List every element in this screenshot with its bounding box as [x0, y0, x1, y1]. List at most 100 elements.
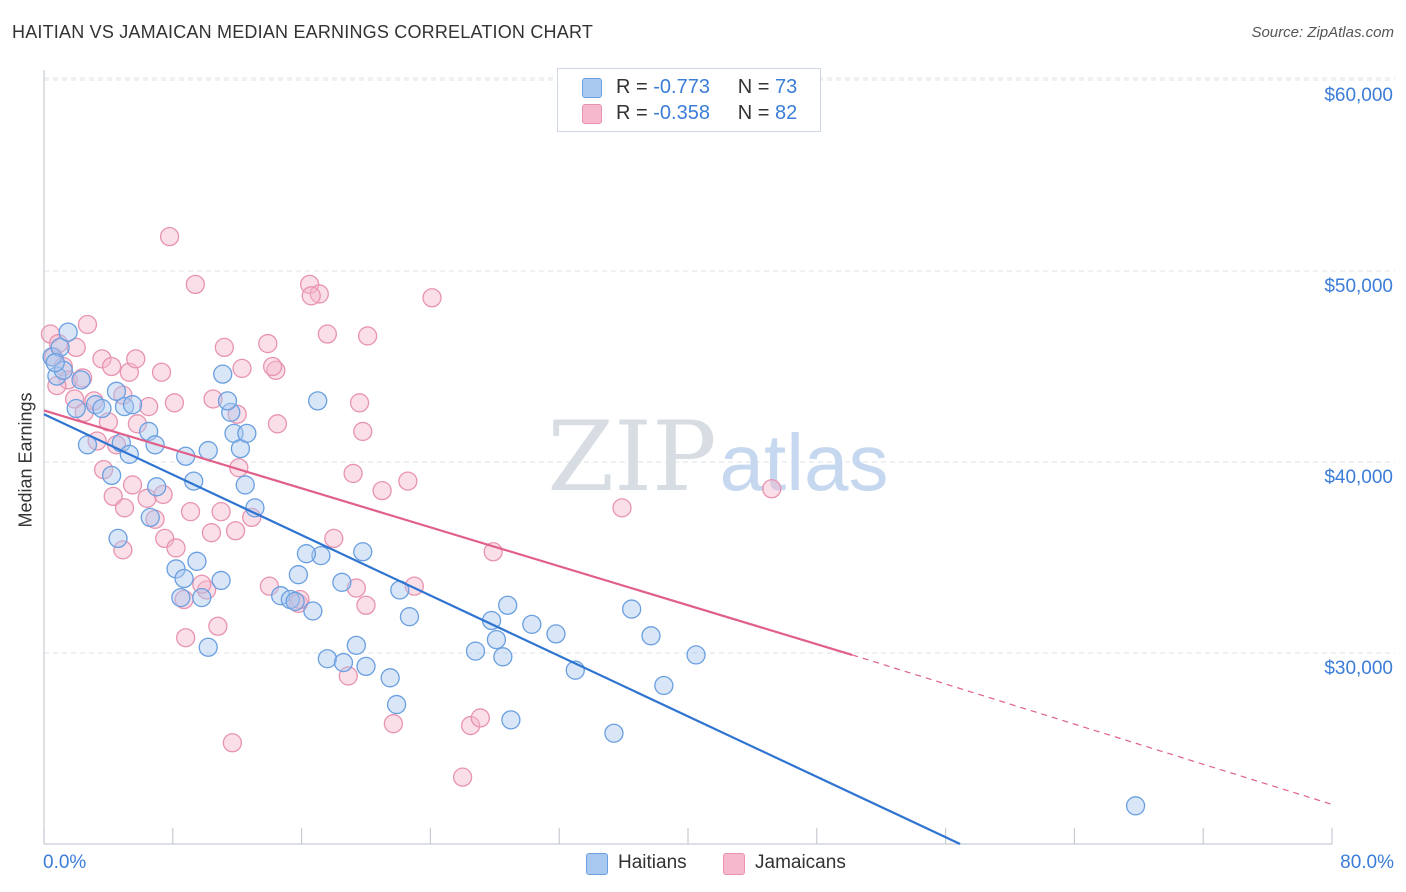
haitians-swatch	[582, 78, 602, 98]
jamaicans-point	[114, 498, 135, 518]
y-tick-label: $30,000	[1324, 658, 1393, 679]
jamaicans-point	[138, 396, 159, 417]
jamaicans-point	[101, 356, 122, 377]
x-tick-label-max: 80.0%	[1340, 852, 1394, 873]
n-value: 82	[775, 102, 798, 124]
haitians-point	[285, 591, 305, 612]
jamaicans-trend-extension	[852, 654, 1331, 805]
haitians-point	[45, 353, 65, 373]
jamaicans-point	[77, 314, 98, 335]
jamaicans-point	[349, 393, 370, 413]
jamaicans-point	[185, 274, 205, 295]
haitians-point	[296, 544, 317, 564]
jamaicans-point	[324, 528, 344, 549]
legend-label: Jamaicans	[755, 852, 846, 873]
jamaicans-point	[225, 521, 246, 541]
haitians-point	[217, 391, 238, 411]
watermark: ZIP atlas	[547, 401, 888, 513]
jamaicans-point	[309, 284, 329, 304]
haitians-point	[211, 570, 231, 591]
jamaicans-point	[122, 475, 143, 495]
jamaicans-point	[356, 595, 376, 615]
jamaicans-point	[258, 333, 278, 354]
jamaicans-point	[208, 616, 228, 636]
r-label: R =	[616, 76, 648, 98]
haitians-point	[1125, 796, 1146, 816]
jamaicans-point	[301, 286, 321, 306]
trend-lines	[43, 409, 1331, 845]
jamaicans-point	[267, 414, 288, 434]
haitians-point	[50, 337, 70, 358]
haitians-point	[332, 572, 352, 592]
jamaicans-trend-line	[43, 409, 853, 656]
y-tick-label: $40,000	[1324, 467, 1393, 488]
jamaicans-point	[176, 628, 196, 648]
haitians-point	[622, 599, 642, 619]
haitians-point	[58, 322, 78, 342]
haitians-point	[288, 565, 309, 585]
haitians-point	[486, 629, 507, 650]
jamaicans-point	[452, 767, 473, 787]
axes	[43, 70, 1333, 845]
haitians-point	[171, 587, 191, 608]
r-value: -0.358	[653, 102, 710, 124]
jamaicans-swatch	[723, 853, 745, 875]
haitians-point	[66, 398, 86, 419]
jamaicans-point	[201, 523, 222, 543]
haitians-point	[604, 723, 624, 743]
jamaicans-point	[346, 578, 366, 598]
haitians-point	[493, 647, 513, 667]
haitians-point	[303, 601, 323, 621]
haitians-point	[198, 440, 218, 461]
watermark-zip: ZIP	[547, 401, 716, 513]
jamaicans-point	[343, 463, 363, 484]
haitians-point	[198, 637, 218, 657]
haitians-point	[71, 370, 91, 390]
jamaicans-point	[211, 502, 231, 522]
haitians-point	[308, 391, 328, 411]
jamaicans-point	[151, 362, 172, 382]
x-tick-label-min: 0.0%	[43, 852, 87, 873]
jamaicans-point	[113, 540, 133, 560]
haitians-point	[641, 626, 661, 646]
haitians-point	[140, 507, 160, 528]
haitians-point	[356, 656, 376, 677]
haitians-point	[101, 465, 122, 486]
haitians-point	[465, 641, 486, 661]
jamaicans-point	[203, 389, 223, 409]
haitians-point	[654, 675, 674, 696]
haitians-point	[498, 595, 518, 615]
haitians-point	[187, 551, 207, 571]
jamaicans-point	[66, 337, 86, 358]
jamaicans-point	[353, 421, 373, 442]
jamaicans-point	[357, 326, 378, 346]
source-note: Source: ZipAtlas.com	[1251, 24, 1394, 41]
haitians-point	[192, 587, 212, 608]
jamaicans-point	[153, 484, 173, 505]
chart-title: HAITIAN VS JAMAICAN MEDIAN EARNINGS CORR…	[12, 22, 594, 42]
jamaicans-point	[214, 337, 234, 358]
haitians-point	[108, 528, 128, 549]
jamaicans-point	[762, 479, 782, 499]
jamaicans-point	[159, 226, 180, 247]
r-value: -0.773	[653, 76, 710, 98]
jamaicans-point	[222, 733, 243, 753]
jamaicans-point	[422, 288, 442, 308]
jamaicans-point	[192, 574, 212, 594]
jamaicans-point	[127, 414, 148, 434]
haitians-point	[114, 396, 135, 417]
haitians-point	[174, 568, 194, 589]
y-axis-label: Median Earnings	[15, 392, 36, 528]
jamaicans-point	[164, 393, 185, 413]
jamaicans-point	[103, 486, 123, 507]
jamaicans-point	[317, 324, 338, 344]
haitians-point	[399, 607, 420, 627]
haitians-swatch	[586, 853, 608, 875]
haitians-point	[386, 694, 407, 715]
jamaicans-point	[383, 714, 404, 734]
haitians-point	[353, 542, 373, 562]
jamaicans-point	[262, 356, 283, 377]
haitians-point	[237, 423, 257, 444]
haitians-point	[122, 395, 143, 415]
